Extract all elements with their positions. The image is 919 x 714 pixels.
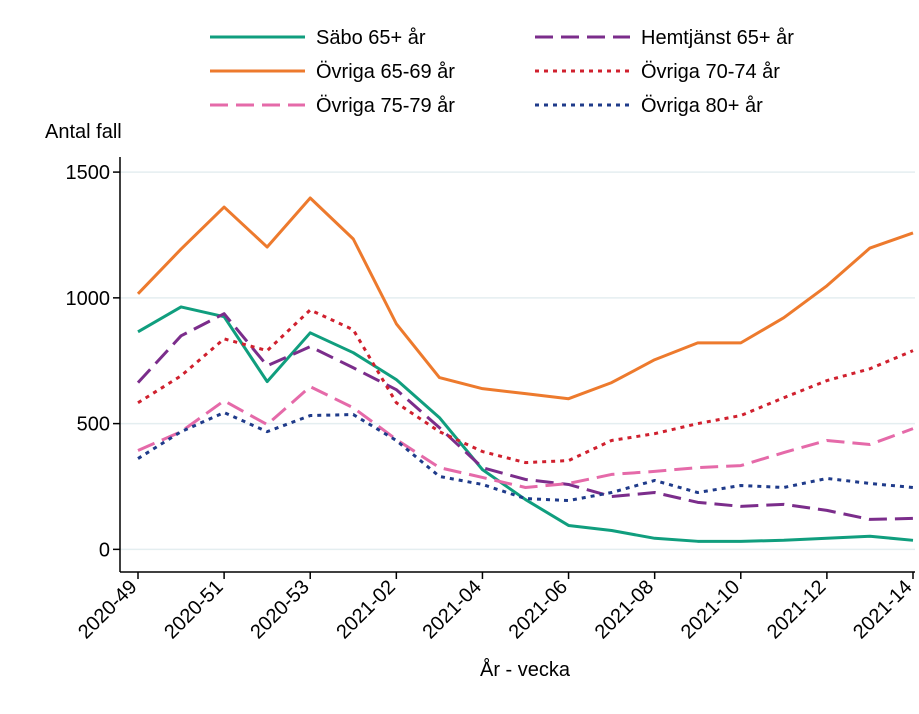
x-axis-label: År - vecka <box>480 658 571 681</box>
series-line <box>136 312 914 521</box>
legend-label: Säbo 65+ år <box>316 27 426 49</box>
series-line <box>137 385 914 489</box>
y-tick-label: 0 <box>99 539 110 561</box>
y-tick-label: 500 <box>77 414 110 436</box>
y-tick-label: 1500 <box>66 162 111 184</box>
series-line <box>137 305 914 543</box>
y-axis-label: Antal fall <box>45 121 122 143</box>
legend-label: Övriga 80+ år <box>641 95 763 117</box>
legend-label: Övriga 65-69 år <box>316 61 455 83</box>
y-tick-label: 1000 <box>66 288 111 310</box>
legend-label: Hemtjänst 65+ år <box>641 27 794 49</box>
legend-label: Övriga 70-74 år <box>641 61 780 83</box>
series-line <box>137 411 914 503</box>
legend-label: Övriga 75-79 år <box>316 95 455 117</box>
series-line <box>136 196 914 401</box>
series-line <box>137 308 914 465</box>
